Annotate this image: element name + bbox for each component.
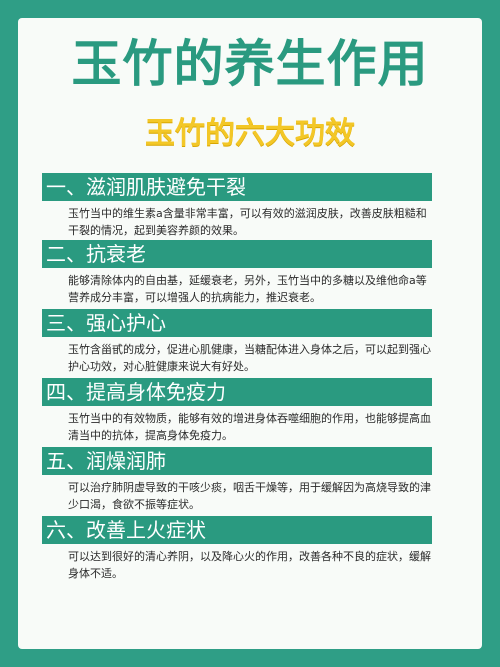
section-6: 六、改善上火症状 可以达到很好的清心养阴，以及降心火的作用，改善各种不良的症状，… xyxy=(42,516,432,582)
main-title: 玉竹的养生作用 xyxy=(71,35,429,93)
subtitle: 玉竹的六大功效 xyxy=(145,116,355,151)
section-5: 五、润燥润肺 可以治疗肺阴虚导致的干咳少痰，咽舌干燥等，用于缓解因为高烧导致的津… xyxy=(42,447,432,513)
section-heading: 二、抗衰老 xyxy=(42,240,432,268)
section-heading: 四、提高身体免疫力 xyxy=(42,378,432,406)
section-heading: 一、滋润肌肤避免干裂 xyxy=(42,173,432,201)
section-heading: 五、润燥润肺 xyxy=(42,447,432,475)
section-text: 玉竹当中的有效物质，能够有效的增进身体吞噬细胞的作用，也能够提高血清当中的抗体，… xyxy=(68,412,431,442)
section-text: 玉竹含甾甙的成分，促进心肌健康，当糖配体进入身体之后，可以起到强心护心功效，对心… xyxy=(68,343,431,373)
section-heading: 六、改善上火症状 xyxy=(42,516,432,544)
section-text: 玉竹当中的维生素a含量非常丰富，可以有效的滋润皮肤，改善皮肤粗糙和干裂的情况，起… xyxy=(68,207,427,237)
section-4: 四、提高身体免疫力 玉竹当中的有效物质，能够有效的增进身体吞噬细胞的作用，也能够… xyxy=(42,378,432,444)
section-text: 能够清除体内的自由基，延缓衰老，另外，玉竹当中的多糖以及维他命a等营养成分丰富，… xyxy=(68,274,427,304)
section-text: 可以达到很好的清心养阴，以及降心火的作用，改善各种不良的症状，缓解身体不适。 xyxy=(68,550,431,580)
section-3: 三、强心护心 玉竹含甾甙的成分，促进心肌健康，当糖配体进入身体之后，可以起到强心… xyxy=(42,309,432,375)
section-text: 可以治疗肺阴虚导致的干咳少痰，咽舌干燥等，用于缓解因为高烧导致的津少口渴，食欲不… xyxy=(68,481,431,511)
section-2: 二、抗衰老 能够清除体内的自由基，延缓衰老，另外，玉竹当中的多糖以及维他命a等营… xyxy=(42,240,432,306)
section-heading: 三、强心护心 xyxy=(42,309,432,337)
section-1: 一、滋润肌肤避免干裂 玉竹当中的维生素a含量非常丰富，可以有效的滋润皮肤，改善皮… xyxy=(42,173,432,239)
